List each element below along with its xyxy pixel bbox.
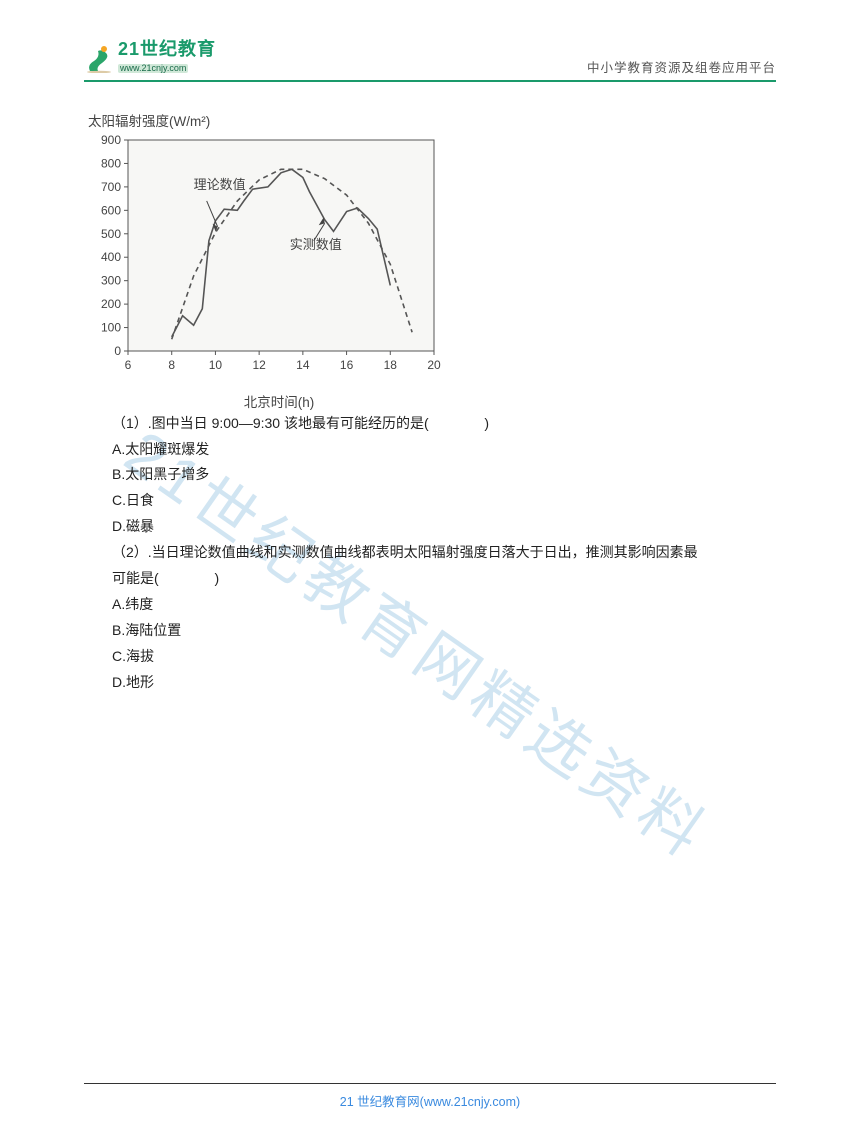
svg-text:800: 800 xyxy=(101,156,121,170)
logo: 21世纪教育 www.21cnjy.com xyxy=(84,40,216,76)
runner-icon xyxy=(84,43,114,73)
q1-stem-text: （1）.图中当日 9:00—9:30 该地最有可能经历的是( xyxy=(112,415,429,431)
svg-text:8: 8 xyxy=(168,358,175,372)
footer-rule xyxy=(84,1083,776,1084)
svg-text:14: 14 xyxy=(296,358,310,372)
svg-text:300: 300 xyxy=(101,273,121,287)
logo-cn-text: 21世纪教育 xyxy=(118,40,216,59)
svg-text:实测数值: 实测数值 xyxy=(290,237,342,252)
svg-text:18: 18 xyxy=(384,358,398,372)
svg-text:400: 400 xyxy=(101,250,121,264)
footer-url: www.21cnjy.com xyxy=(424,1095,516,1109)
page-footer: 21 世纪教育网(www.21cnjy.com) xyxy=(0,1091,860,1110)
q1-close: ) xyxy=(484,415,489,431)
q1-opt-b[interactable]: B.太阳黑子增多 xyxy=(84,462,776,488)
chart-y-title: 太阳辐射强度(W/m²) xyxy=(88,110,776,130)
q2-stem-line2: 可能是( ) xyxy=(84,566,776,592)
page-header: 21世纪教育 www.21cnjy.com 中小学教育资源及组卷应用平台 xyxy=(84,40,776,82)
footer-text-a: 21 世纪教育网( xyxy=(340,1095,424,1109)
svg-text:500: 500 xyxy=(101,226,121,240)
svg-text:12: 12 xyxy=(252,358,266,372)
q2-opt-d[interactable]: D.地形 xyxy=(84,670,776,696)
logo-text: 21世纪教育 www.21cnjy.com xyxy=(118,40,216,76)
svg-text:10: 10 xyxy=(209,358,223,372)
svg-text:900: 900 xyxy=(101,134,121,147)
svg-text:600: 600 xyxy=(101,203,121,217)
svg-text:16: 16 xyxy=(340,358,354,372)
q2-opt-b[interactable]: B.海陆位置 xyxy=(84,618,776,644)
svg-text:20: 20 xyxy=(427,358,441,372)
q1-stem: （1）.图中当日 9:00—9:30 该地最有可能经历的是( ) xyxy=(84,411,776,437)
header-subtitle: 中小学教育资源及组卷应用平台 xyxy=(587,57,776,76)
q1-opt-d[interactable]: D.磁暴 xyxy=(84,514,776,540)
q1-opt-a[interactable]: A.太阳耀斑爆发 xyxy=(84,437,776,463)
svg-text:理论数值: 理论数值 xyxy=(194,177,246,192)
page-container: 21世纪教育 www.21cnjy.com 中小学教育资源及组卷应用平台 太阳辐… xyxy=(0,0,860,1144)
q2-opt-a[interactable]: A.纬度 xyxy=(84,592,776,618)
logo-url-text: www.21cnjy.com xyxy=(118,64,188,73)
svg-text:700: 700 xyxy=(101,180,121,194)
q2-opt-c[interactable]: C.海拔 xyxy=(84,644,776,670)
q1-opt-c[interactable]: C.日食 xyxy=(84,488,776,514)
solar-radiation-chart: 0 100 200 300 400 500 600 700 800 900 6 8 10 12 14 16 18… xyxy=(84,134,444,379)
chart-x-label: 北京时间(h) xyxy=(84,391,444,411)
footer-text-b: ) xyxy=(516,1095,520,1109)
svg-text:200: 200 xyxy=(101,297,121,311)
q2-stem-b: 可能是( xyxy=(112,570,159,586)
svg-text:6: 6 xyxy=(125,358,132,372)
question-body: （1）.图中当日 9:00—9:30 该地最有可能经历的是( ) A.太阳耀斑爆… xyxy=(84,411,776,696)
q2-close: ) xyxy=(214,570,219,586)
q2-stem-line1: （2）.当日理论数值曲线和实测数值曲线都表明太阳辐射强度日落大于日出，推测其影响… xyxy=(84,540,776,566)
svg-text:100: 100 xyxy=(101,320,121,334)
svg-text:0: 0 xyxy=(114,344,121,358)
